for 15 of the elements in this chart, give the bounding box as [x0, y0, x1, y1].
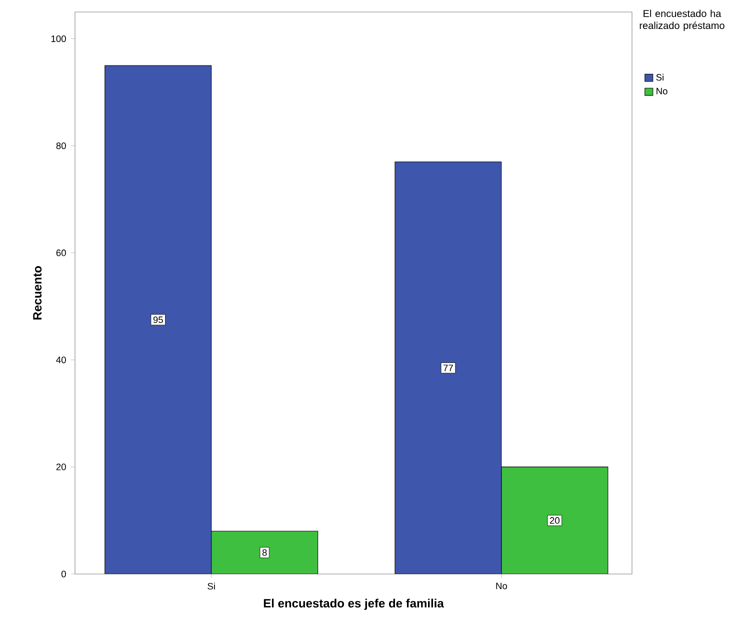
- y-tick-label: 100: [51, 35, 66, 42]
- legend-label: Si: [656, 74, 664, 81]
- y-tick-label: 40: [56, 356, 66, 364]
- y-axis-title: Recuento: [33, 266, 42, 320]
- y-tick-label: 0: [61, 570, 66, 578]
- y-tick-label: 80: [56, 142, 66, 150]
- data-label: 95: [153, 316, 163, 324]
- legend-label: No: [656, 88, 668, 94]
- legend-title: El encuestado ha realizado préstamo: [640, 10, 724, 32]
- data-label: 8: [262, 549, 267, 556]
- data-label: 20: [550, 517, 560, 524]
- y-tick-label: 60: [56, 250, 66, 256]
- y-tick-label: 20: [56, 464, 66, 470]
- x-axis-title: El encuestado es jefe de familia: [264, 598, 444, 610]
- data-label: 77: [444, 364, 453, 372]
